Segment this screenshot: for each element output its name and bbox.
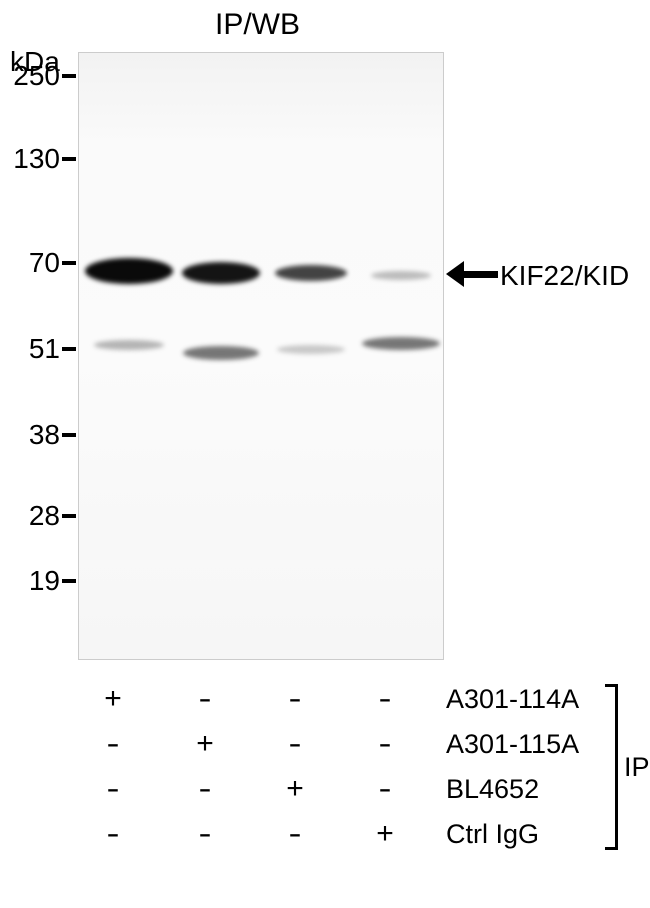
plus-symbol: +	[98, 682, 128, 716]
blot-band	[275, 265, 347, 281]
mw-marker-tick	[62, 433, 76, 437]
minus-symbol: -	[276, 727, 315, 761]
minus-symbol: -	[94, 727, 133, 761]
mw-marker-label: 130	[13, 143, 60, 175]
blot-band	[182, 262, 260, 284]
mw-marker-tick	[62, 261, 76, 265]
minus-symbol: -	[186, 682, 225, 716]
blot-band	[183, 346, 259, 360]
protein-name-label: KIF22/KID	[500, 260, 629, 292]
minus-symbol: -	[366, 727, 405, 761]
blot-band	[85, 258, 173, 284]
ip-bracket-bottom	[605, 847, 618, 850]
blot-band	[94, 340, 164, 350]
mw-marker-label: 38	[29, 419, 60, 451]
antibody-label: Ctrl IgG	[446, 819, 539, 850]
blot-membrane	[78, 52, 444, 660]
mw-marker-label: 28	[29, 500, 60, 532]
plus-symbol: +	[190, 727, 220, 761]
ip-bracket-vertical	[615, 684, 618, 850]
mw-marker-label: 51	[29, 333, 60, 365]
blot-band	[362, 337, 440, 350]
minus-symbol: -	[94, 817, 133, 851]
antibody-label: A301-114A	[446, 684, 579, 715]
mw-marker-label: 250	[13, 60, 60, 92]
minus-symbol: -	[186, 817, 225, 851]
blot-band	[277, 345, 345, 354]
mw-marker-tick	[62, 347, 76, 351]
mw-marker-tick	[62, 74, 76, 78]
mw-marker-tick	[62, 579, 76, 583]
plus-symbol: +	[280, 772, 310, 806]
plus-symbol: +	[370, 817, 400, 851]
mw-marker-label: 70	[29, 247, 60, 279]
band-arrow-shaft	[462, 271, 498, 278]
blot-band	[371, 271, 431, 280]
figure-title: IP/WB	[215, 8, 300, 42]
minus-symbol: -	[366, 772, 405, 806]
minus-symbol: -	[276, 817, 315, 851]
antibody-label: A301-115A	[446, 729, 579, 760]
ip-bracket-top	[605, 684, 618, 687]
mw-marker-tick	[62, 514, 76, 518]
western-blot-figure: { "figure": { "type": "western-blot", "w…	[0, 0, 650, 908]
mw-marker-label: 19	[29, 565, 60, 597]
minus-symbol: -	[276, 682, 315, 716]
antibody-label: BL4652	[446, 774, 539, 805]
minus-symbol: -	[186, 772, 225, 806]
ip-side-label: IP	[624, 752, 650, 783]
minus-symbol: -	[366, 682, 405, 716]
minus-symbol: -	[94, 772, 133, 806]
mw-marker-tick	[62, 157, 76, 161]
